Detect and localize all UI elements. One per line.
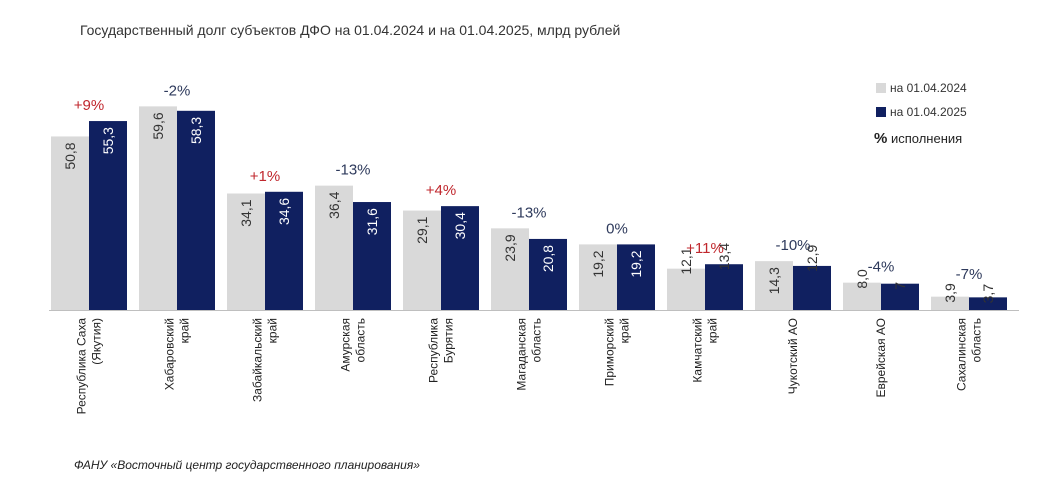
category-label: край <box>618 318 632 343</box>
data-label-2025: 31,6 <box>364 208 380 235</box>
category-label: Магаданская <box>515 318 529 391</box>
category-label: Забайкальский <box>251 318 265 402</box>
change-percent-label: -4% <box>868 259 895 276</box>
category-label: Амурская <box>339 318 353 372</box>
bar-2024 <box>491 228 529 310</box>
category-label: край <box>266 318 280 343</box>
source-note: ФАНУ «Восточный центр государственного п… <box>74 458 420 472</box>
data-label-2025: 19,2 <box>628 250 644 277</box>
bar-2025 <box>881 283 919 310</box>
legend-item-percent: % исполнения <box>874 130 962 147</box>
legend-percent-label: исполнения <box>890 131 963 146</box>
change-percent-label: -13% <box>511 204 546 221</box>
legend-item-2025: на 01.04.2025 <box>876 104 967 119</box>
data-label-2024: 14,3 <box>766 267 782 294</box>
legend-percent-symbol: % <box>874 130 888 147</box>
data-label-2024: 19,2 <box>590 250 606 277</box>
category-label: Камчатский <box>691 318 705 383</box>
data-label-2024: 36,4 <box>326 191 342 218</box>
change-percent-label: +4% <box>426 182 456 199</box>
category-label: край <box>178 318 192 343</box>
bar-2025 <box>969 297 1007 310</box>
category-label: Хабаровский <box>163 318 177 390</box>
bar-2024 <box>51 136 89 310</box>
data-label-2025: 55,3 <box>100 127 116 154</box>
bar-2025 <box>177 110 215 310</box>
data-label-2025: 20,8 <box>540 245 556 272</box>
bar-2025 <box>793 265 831 310</box>
data-label-2024: 50,8 <box>62 142 78 169</box>
legend-swatch-2024 <box>876 82 886 93</box>
category-label: Сахалинская <box>955 318 969 391</box>
data-label-2025: 3,7 <box>980 284 996 304</box>
data-label-2025: 12,9 <box>804 244 820 271</box>
bar-2024 <box>579 244 617 310</box>
category-label: Приморский <box>603 318 617 386</box>
data-label-2025: 7 <box>892 282 908 290</box>
category-label: область <box>530 318 544 362</box>
bar-2025 <box>89 121 127 310</box>
category-label: Республика Саха <box>75 318 89 415</box>
change-percent-label: -7% <box>956 266 983 283</box>
data-label-2024: 29,1 <box>414 216 430 243</box>
category-label: область <box>354 318 368 362</box>
data-label-2024: 23,9 <box>502 234 518 261</box>
change-percent-label: -10% <box>775 237 810 254</box>
change-percent-label: -2% <box>164 82 191 99</box>
bar-2024 <box>403 210 441 310</box>
category-label: Бурятия <box>442 318 456 363</box>
bar-2024 <box>667 268 705 310</box>
data-label-2024: 34,1 <box>238 199 254 226</box>
bar-2025 <box>529 238 567 310</box>
bar-2024 <box>139 106 177 310</box>
change-percent-label: +9% <box>74 97 104 114</box>
data-label-2024: 59,6 <box>150 112 166 139</box>
data-label-2024: 3,9 <box>942 283 958 303</box>
data-label-2025: 58,3 <box>188 117 204 144</box>
category-label: Еврейская АО <box>874 318 888 398</box>
data-label-2025: 30,4 <box>452 212 468 239</box>
change-percent-label: +1% <box>250 168 280 185</box>
change-percent-label: +11% <box>686 240 724 257</box>
chart-title: Государственный долг субъектов ДФО на 01… <box>80 22 621 38</box>
bar-2025 <box>441 206 479 310</box>
bar-2025 <box>265 191 303 310</box>
data-label-2025: 34,6 <box>276 198 292 225</box>
legend-item-2024: на 01.04.2024 <box>876 80 967 95</box>
bar-2024 <box>315 185 353 310</box>
category-label: область <box>970 318 984 362</box>
legend-label-2024: на 01.04.2024 <box>890 80 967 95</box>
data-label-2025: 13,4 <box>716 243 732 270</box>
bar-2024 <box>227 193 265 310</box>
bar-2024 <box>755 261 793 310</box>
change-percent-label: -13% <box>335 162 370 179</box>
bar-2024 <box>843 282 881 310</box>
category-label: край <box>706 318 720 343</box>
bar-2024 <box>931 296 969 310</box>
legend-swatch-2025 <box>876 106 886 117</box>
bar-2025 <box>617 244 655 310</box>
legend-label-2025: на 01.04.2025 <box>890 104 967 119</box>
change-percent-label: 0% <box>606 220 628 237</box>
category-label: (Якутия) <box>90 318 104 365</box>
bar-2025 <box>353 202 391 310</box>
data-label-2024: 8,0 <box>854 269 870 289</box>
category-label: Республика <box>427 318 441 383</box>
data-label-2024: 12,1 <box>678 247 694 274</box>
bar-2025 <box>705 264 743 310</box>
category-label: Чукотский АО <box>786 318 800 394</box>
